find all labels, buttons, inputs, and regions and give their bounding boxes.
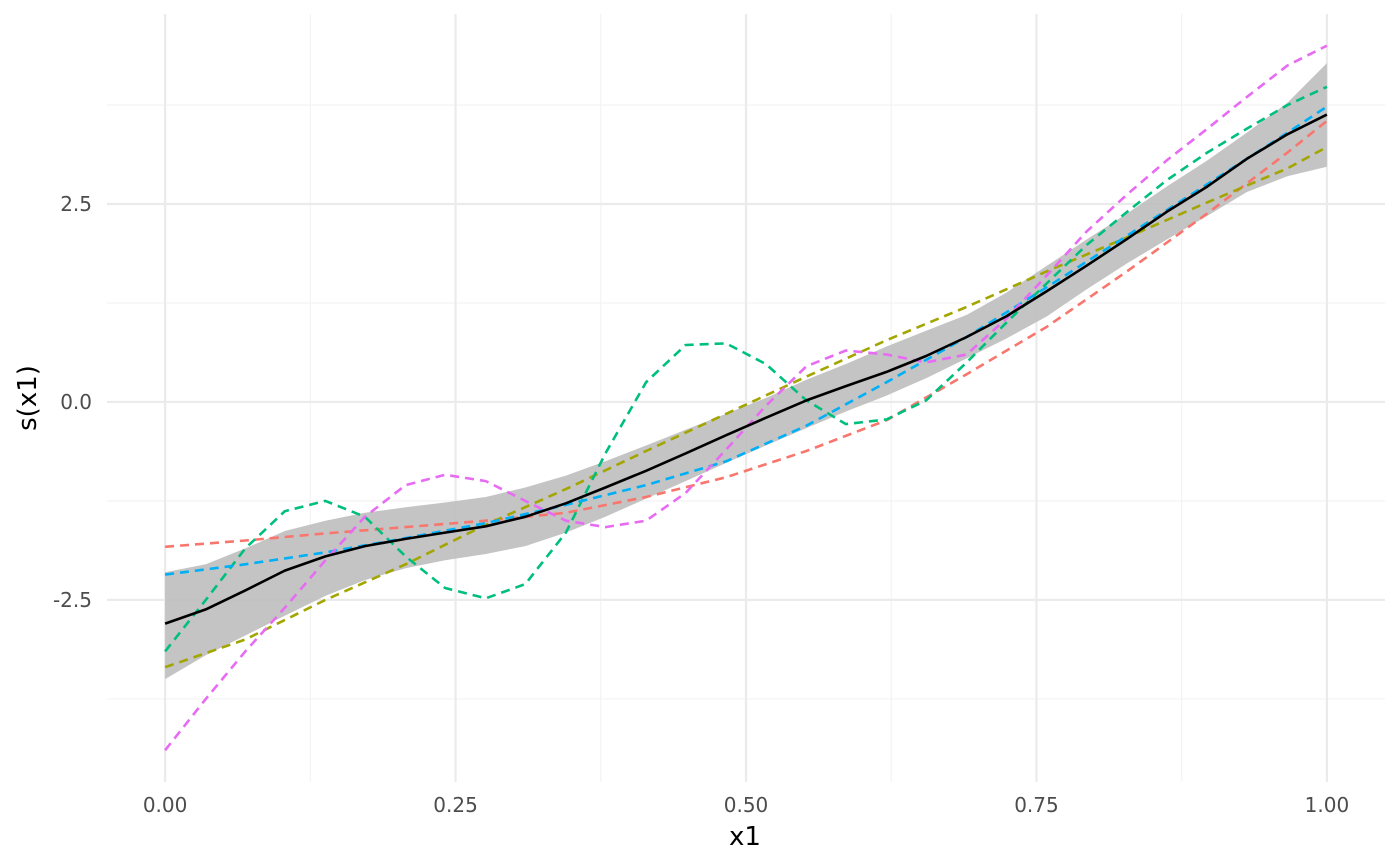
confidence-band [165,63,1327,680]
series-lines [164,44,1328,752]
grid [107,14,1385,782]
y-tick-label: -2.5 [53,588,92,612]
x-tick-label: 0.75 [1014,793,1059,817]
x-tick-label: 1.00 [1305,793,1350,817]
x-tick-label: 0.50 [724,793,769,817]
y-axis-title: s(x1) [13,365,43,431]
estimate-line [164,113,1328,625]
sample-line-3 [164,85,1328,653]
y-tick-labels: -2.5 0.0 2.5 [53,192,92,612]
y-tick-label: 0.0 [60,390,92,414]
x-tick-label: 0.00 [143,793,188,817]
x-tick-labels: 0.00 0.25 0.50 0.75 1.00 [143,793,1349,817]
sample-line-2 [164,145,1328,669]
x-axis-title: x1 [729,822,761,852]
x-tick-label: 0.25 [433,793,478,817]
y-tick-label: 2.5 [60,192,92,216]
sample-line-1 [164,119,1328,549]
confidence-band-area [165,63,1327,680]
sample-line-5 [164,44,1328,752]
